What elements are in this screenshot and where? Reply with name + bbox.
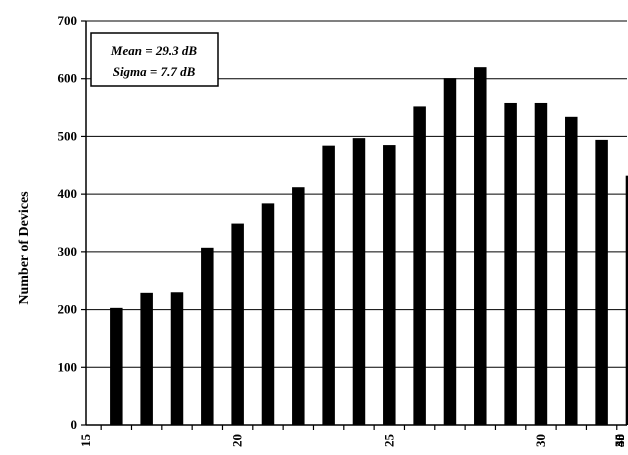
x-tick-label: 20 (230, 434, 245, 447)
histogram-bar (322, 145, 335, 426)
x-tick-label: 40 (612, 434, 627, 447)
histogram-bar (413, 106, 426, 425)
histogram-bar (565, 116, 578, 425)
stats-annotation-box (90, 32, 219, 87)
x-tick-label: 35 (612, 434, 627, 448)
histogram-bar (474, 67, 487, 426)
histogram-bar (170, 292, 184, 425)
y-tick-label: 300 (58, 244, 78, 259)
x-tick-label: 50 (612, 434, 627, 447)
histogram-bar (352, 138, 366, 425)
histogram-bar (383, 145, 396, 426)
stats-annotation: Mean = 29.3 dB Sigma = 7.7 dB (90, 32, 219, 87)
histogram-bar (140, 292, 153, 425)
histogram-bar (201, 247, 214, 425)
y-axis-label: Number of Devices (17, 191, 32, 305)
y-tick-label: 200 (58, 302, 78, 317)
sigma-label: Sigma = 7.7 dB (113, 64, 196, 79)
histogram-bar (595, 139, 608, 426)
x-tick-label: 25 (381, 434, 396, 448)
histogram-bar (534, 102, 548, 425)
x-tick-label: 45 (612, 434, 627, 448)
mean-label: Mean = 29.3 dB (110, 43, 197, 58)
histogram-bar (261, 203, 275, 425)
axes (81, 20, 627, 430)
bars (110, 67, 628, 426)
y-tick-label: 500 (58, 128, 78, 143)
y-tick-labels: 0 100 200 300 400 500 600 700 (58, 13, 78, 432)
x-tick-label: 30 (533, 434, 548, 447)
y-tick-label: 400 (58, 186, 78, 201)
histogram-bar (625, 175, 628, 425)
x-tick-label: 15 (78, 434, 93, 448)
histogram-bar (292, 187, 305, 425)
histogram-bar (110, 307, 123, 425)
y-tick-label: 700 (58, 13, 78, 28)
y-tick-label: 600 (58, 71, 78, 86)
y-tick-label: 100 (58, 359, 78, 374)
histogram-bar (443, 78, 457, 425)
histogram-bar (504, 102, 517, 425)
histogram-bar (231, 223, 244, 425)
y-tick-label: 0 (71, 417, 78, 432)
